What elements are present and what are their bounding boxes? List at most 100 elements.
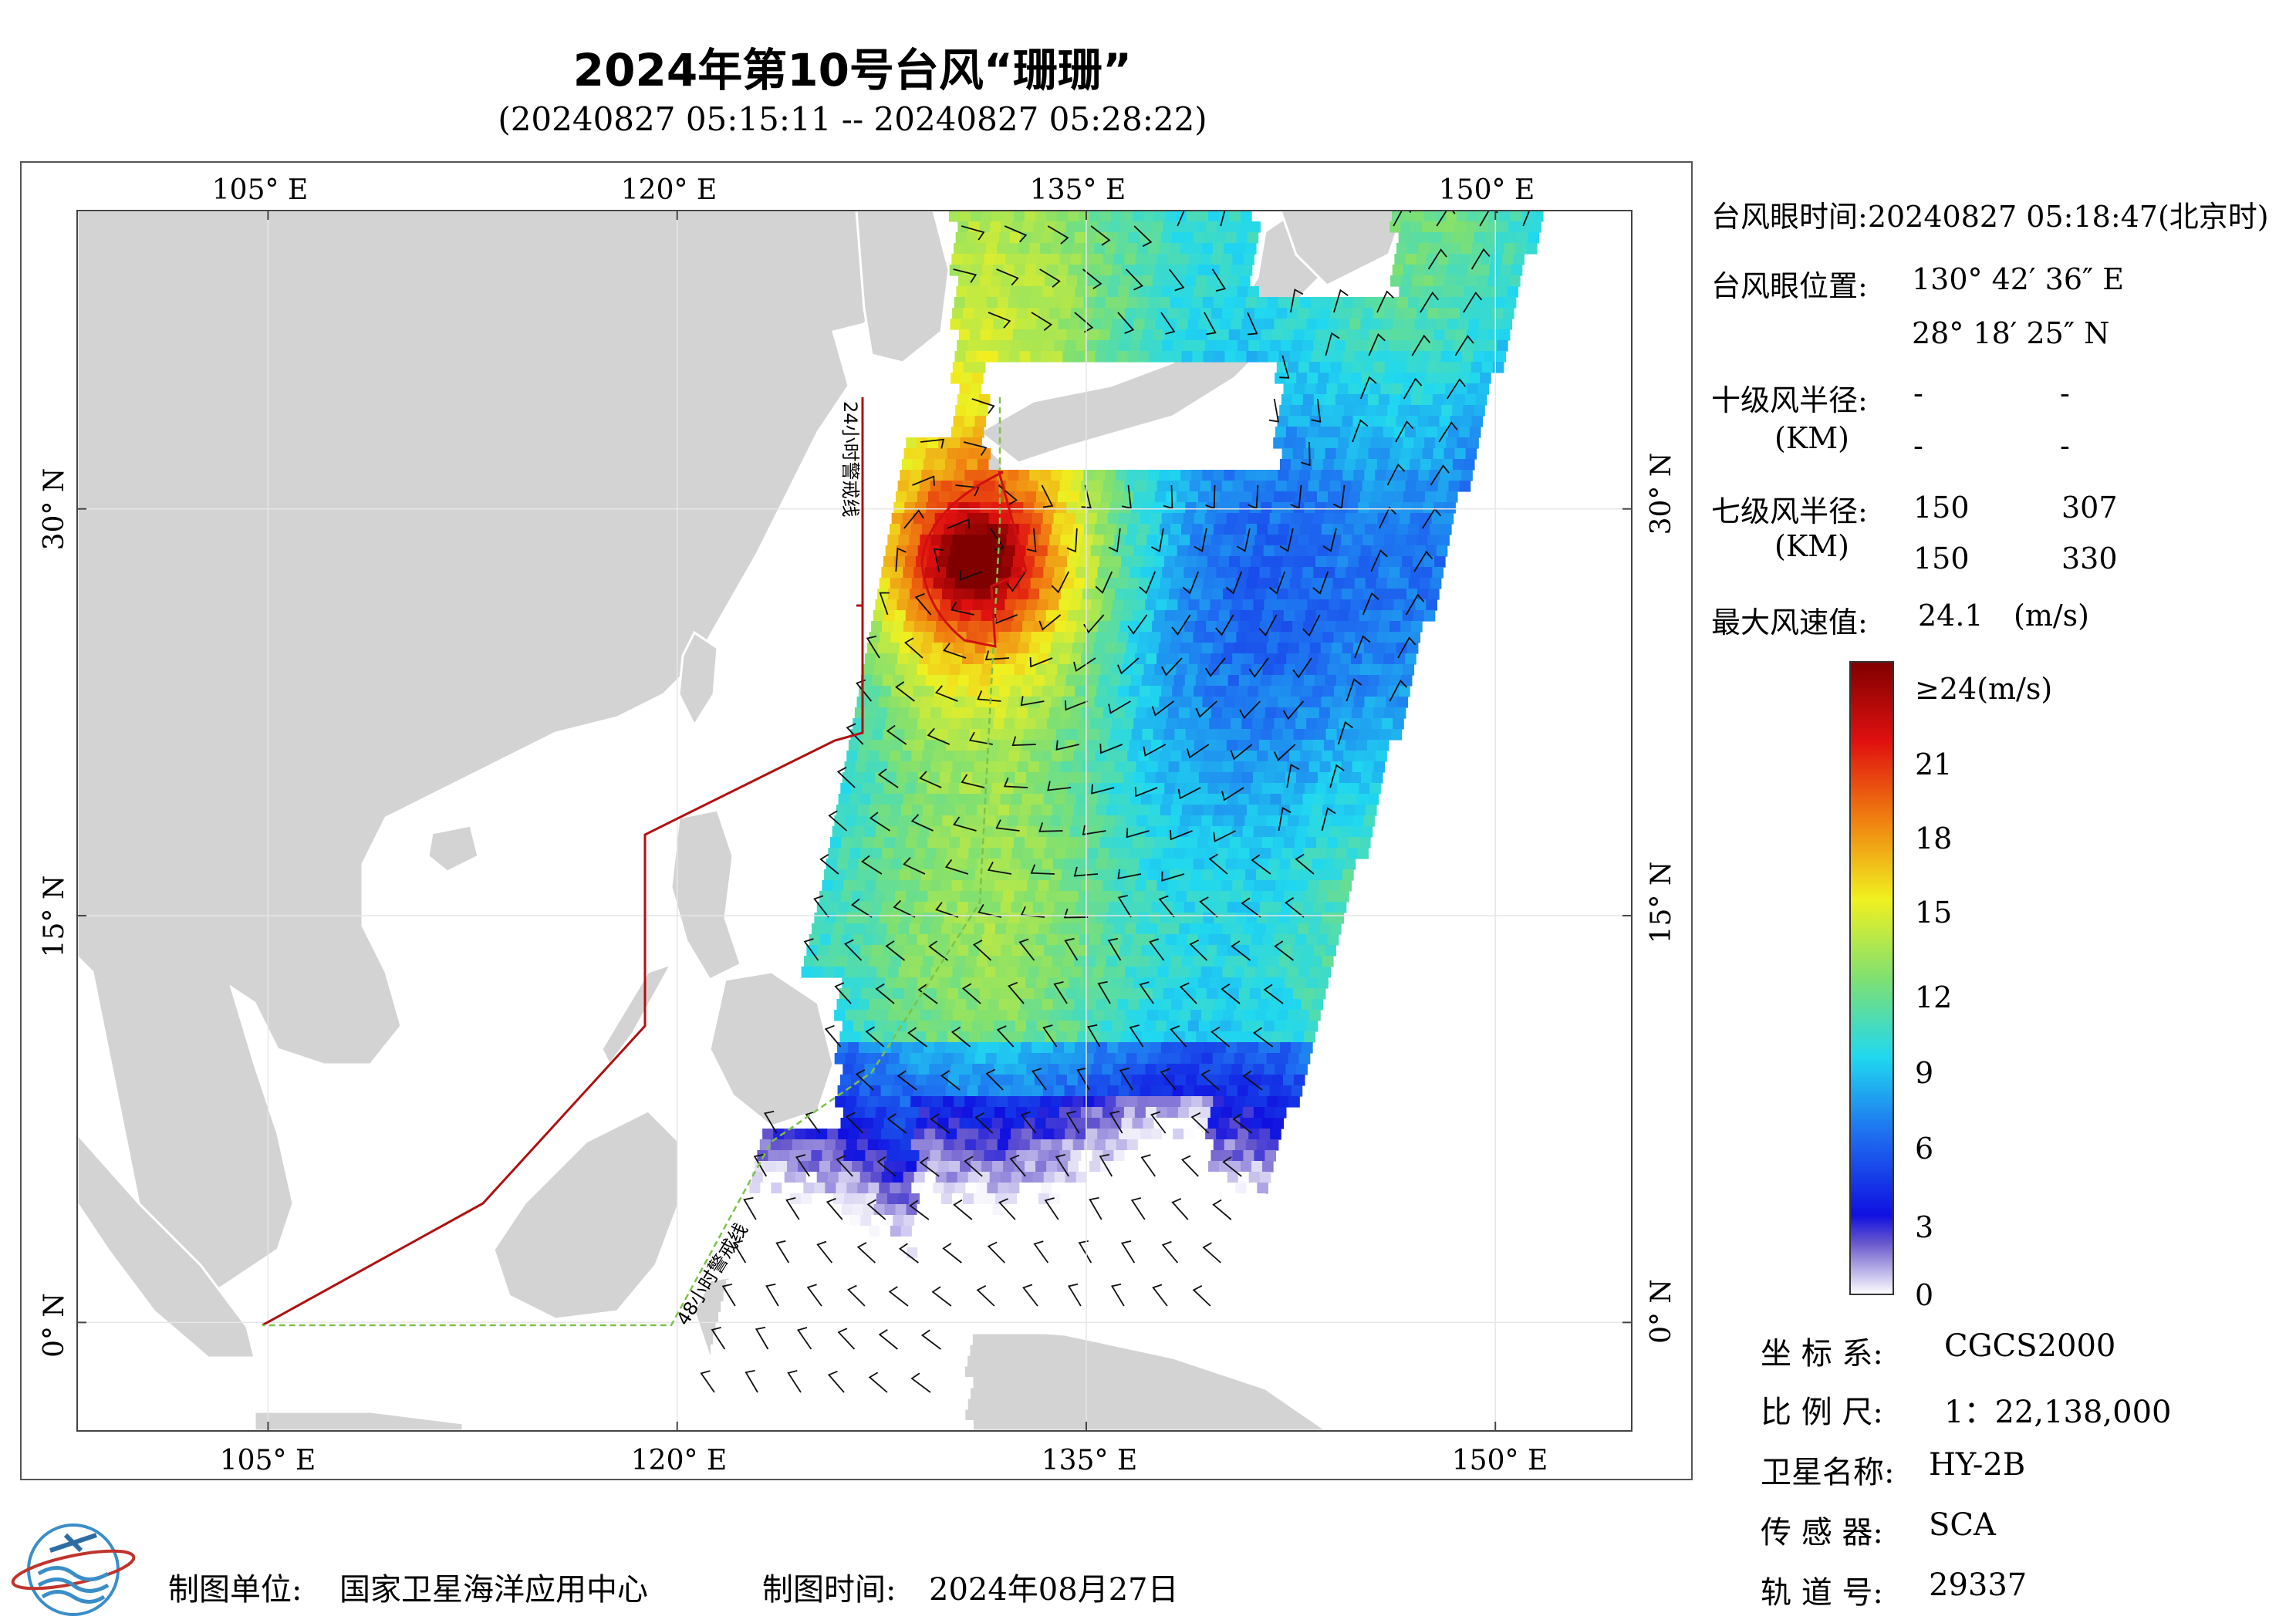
wind-cell (1269, 1085, 1281, 1097)
wind-cell (1441, 232, 1454, 244)
wind-cell (1282, 1075, 1295, 1086)
wind-cell (1011, 675, 1024, 687)
wind-cell (1192, 913, 1204, 924)
wind-cell (1252, 977, 1264, 989)
wind-cell (1016, 254, 1028, 265)
wind-cell (1101, 718, 1113, 730)
wind-cell (876, 880, 887, 892)
wind-cell (1481, 362, 1494, 373)
wind-cell (1352, 416, 1365, 427)
wind-cell (1020, 1269, 1032, 1281)
wind-cell (1005, 1193, 1018, 1205)
wind-cell (825, 956, 837, 967)
wind-cell (907, 1247, 918, 1259)
wind-cell (845, 1280, 856, 1291)
wind-cell (1115, 589, 1126, 600)
wind-cell (1010, 686, 1021, 697)
wind-cell (977, 286, 990, 298)
wind-cell (878, 1096, 890, 1108)
wind-cell (1025, 319, 1038, 330)
wind-cell (864, 826, 876, 838)
wind-cell (1264, 1107, 1276, 1119)
wind-cell (1004, 545, 1016, 557)
wind-cell (1308, 761, 1321, 773)
wind-cell (1293, 729, 1305, 741)
wind-cell (994, 880, 1006, 892)
wind-cell (1103, 308, 1115, 319)
wind-cell (966, 405, 977, 417)
wind-cell (937, 1301, 948, 1313)
wind-cell (1123, 1064, 1135, 1075)
wind-cell (1227, 1258, 1240, 1270)
wind-cell (1198, 319, 1210, 330)
wind-cell (1176, 1161, 1187, 1173)
wind-cell (1035, 556, 1046, 568)
wind-cell (1016, 707, 1028, 719)
wind-cell (1028, 1323, 1041, 1335)
wind-cell (1112, 1247, 1123, 1259)
wind-cell (1052, 1226, 1064, 1237)
wind-cell (1297, 707, 1309, 719)
wind-cell (1263, 1021, 1275, 1032)
wind-cell (926, 1345, 938, 1356)
wind-cell (954, 297, 966, 309)
wind-cell (1184, 945, 1196, 957)
wind-cell (1088, 1301, 1099, 1313)
wind-cell (950, 977, 961, 989)
wind-cell (1200, 653, 1211, 665)
wind-cell (949, 837, 961, 849)
wind-cell (1179, 923, 1190, 935)
wind-cell (755, 1204, 767, 1216)
wind-cell (1159, 1096, 1170, 1108)
wind-cell (1018, 1323, 1030, 1335)
wind-cell (1001, 1031, 1014, 1043)
wind-cell (883, 1345, 895, 1356)
wind-cell (1494, 297, 1506, 309)
wind-cell (1186, 556, 1197, 568)
wind-cell (1181, 524, 1193, 535)
wind-cell (1138, 1183, 1150, 1194)
wind-cell (1029, 1139, 1042, 1151)
wind-cell (1315, 556, 1327, 568)
wind-cell (1132, 610, 1144, 622)
wind-cell (1106, 524, 1117, 535)
wind-cell (934, 1085, 947, 1097)
wind-cell (949, 1204, 961, 1216)
wind-cell (827, 1399, 839, 1410)
wind-cell (1217, 945, 1228, 957)
wind-cell (914, 1258, 927, 1270)
wind-cell (1430, 232, 1443, 244)
wind-cell (852, 934, 864, 946)
wind-cell (1079, 891, 1090, 903)
wind-cell (1396, 589, 1407, 600)
wind-cell (971, 664, 983, 676)
wind-cell (1380, 610, 1393, 622)
wind-cell (1291, 1085, 1303, 1097)
wind-cell (959, 556, 971, 568)
wind-cell (1139, 1269, 1151, 1281)
wind-cell (1243, 254, 1254, 265)
wind-cell (992, 211, 1004, 222)
wind-cell (1352, 535, 1363, 546)
wind-cell (1117, 1269, 1129, 1281)
wind-cell (946, 1172, 958, 1183)
wind-cell (1375, 697, 1387, 708)
wind-cell (1322, 459, 1335, 471)
wind-cell (822, 1237, 835, 1248)
wind-cell (1142, 1075, 1154, 1086)
wind-cell (1464, 286, 1476, 298)
wind-cell (1183, 740, 1195, 751)
wind-cell (1049, 761, 1062, 773)
wind-cell (1178, 1193, 1190, 1205)
wind-cell (930, 1150, 942, 1162)
wind-cell (853, 977, 864, 989)
wind-cell (1225, 999, 1237, 1011)
wind-cell (1217, 675, 1229, 687)
wind-cell (1127, 578, 1140, 589)
wind-cell (1511, 211, 1522, 222)
wind-cell (917, 891, 928, 903)
wind-cell (1311, 351, 1323, 363)
wind-cell (1190, 1053, 1203, 1065)
wind-cell (885, 718, 896, 730)
